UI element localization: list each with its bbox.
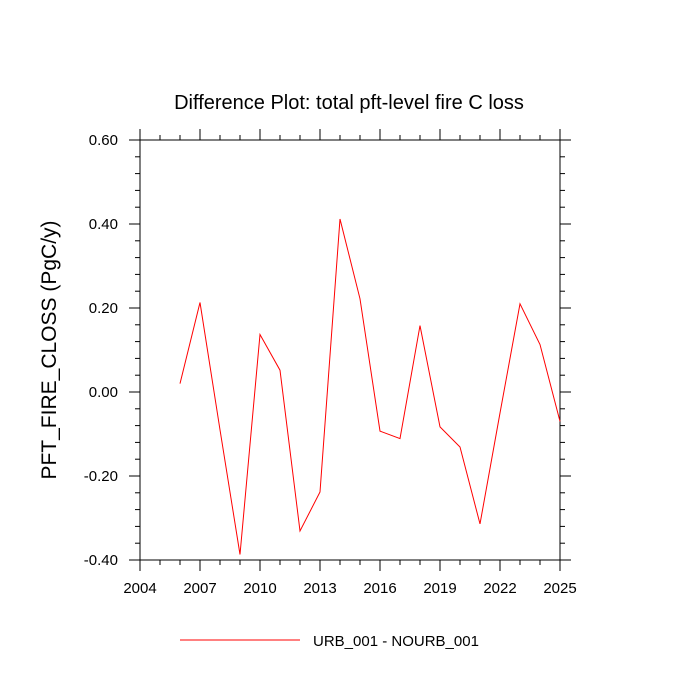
x-tick-label: 2016 [363, 580, 396, 597]
legend-label: URB_001 - NOURB_001 [313, 633, 479, 650]
y-axis-label: PFT_FIRE_CLOSS (PgC/y) [38, 220, 61, 479]
x-tick-label: 2022 [483, 580, 516, 597]
chart-title: Difference Plot: total pft-level fire C … [174, 92, 524, 114]
x-tick-label: 2004 [123, 580, 156, 597]
x-tick-label: 2010 [243, 580, 276, 597]
y-tick-label: 0.00 [89, 384, 118, 401]
y-tick-label: -0.40 [84, 552, 118, 569]
series-layer [179, 218, 561, 555]
y-tick-label: 0.60 [89, 132, 118, 149]
legend: URB_001 - NOURB_001 [180, 633, 479, 650]
x-tick-label: 2013 [303, 580, 336, 597]
y-tick-label: -0.20 [84, 468, 118, 485]
y-tick-label: 0.20 [89, 300, 118, 317]
plot-frame [139, 139, 561, 561]
x-tick-label: 2019 [423, 580, 456, 597]
y-tick-label: 0.40 [89, 216, 118, 233]
series-line [179, 218, 561, 555]
x-tick-label: 2025 [543, 580, 576, 597]
axis-ticks: 2004 2007 2010 2013 2016 2019 2022 2025 -0.40 -0.… [84, 129, 577, 597]
x-tick-label: 2007 [183, 580, 216, 597]
